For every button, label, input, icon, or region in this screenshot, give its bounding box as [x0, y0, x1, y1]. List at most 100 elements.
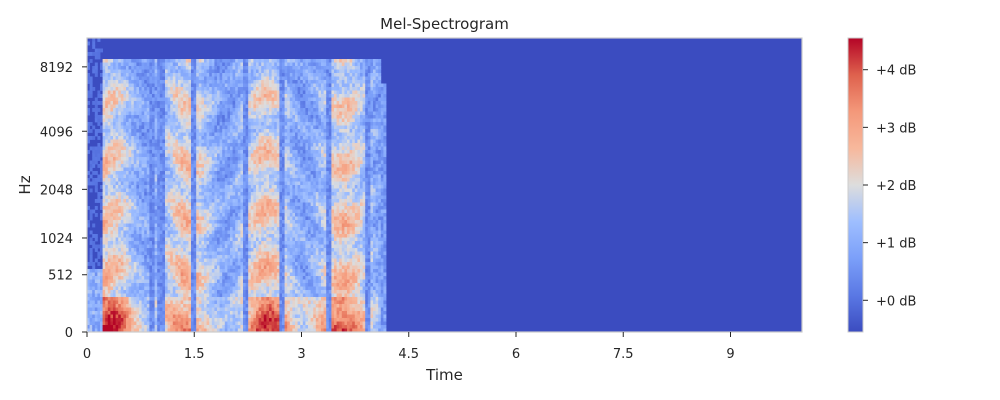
spectrogram-cell: [180, 62, 184, 67]
spectrogram-cell: [237, 251, 241, 256]
spectrogram-cell: [170, 276, 174, 280]
spectrogram-cell: [206, 304, 210, 308]
spectrogram-cell: [214, 160, 218, 165]
spectrogram-cell: [167, 297, 171, 301]
spectrogram-cell: [152, 188, 155, 193]
spectrogram-cell: [243, 143, 246, 147]
spectrogram-cell: [131, 304, 135, 308]
spectrogram-cell: [146, 251, 150, 256]
spectrogram-cell: [105, 300, 109, 305]
spectrogram-cell: [178, 199, 181, 203]
spectrogram-cell: [230, 136, 233, 140]
spectrogram-cell: [222, 325, 226, 329]
spectrogram-cell: [250, 136, 254, 140]
spectrogram-cell: [128, 311, 132, 315]
spectrogram-cell: [201, 297, 205, 301]
spectrogram-cell: [105, 90, 109, 95]
spectrogram-cell: [141, 279, 145, 284]
spectrogram-cell: [224, 314, 228, 319]
spectrogram-cell: [253, 160, 257, 165]
spectrogram-cell: [167, 87, 171, 91]
spectrogram-cell: [172, 111, 176, 116]
spectrogram-cell: [141, 241, 145, 245]
spectrogram-cell: [157, 307, 161, 312]
spectrogram-cell: [219, 129, 223, 133]
spectrogram-cell: [245, 164, 249, 168]
spectrogram-cell: [159, 143, 163, 147]
spectrogram-cell: [94, 150, 98, 154]
spectrogram-cell: [256, 118, 259, 123]
spectrogram-cell: [172, 181, 176, 186]
spectrogram-cell: [224, 188, 228, 193]
spectrogram-cell: [214, 192, 218, 196]
spectrogram-cell: [240, 153, 244, 158]
spectrogram-cell: [175, 300, 179, 305]
spectrogram-cell: [126, 230, 129, 235]
spectrogram-cell: [222, 97, 226, 102]
spectrogram-cell: [211, 94, 215, 98]
spectrogram-cell: [209, 111, 213, 116]
spectrogram-cell: [201, 178, 205, 182]
spectrogram-cell: [128, 251, 132, 256]
spectrogram-cell: [217, 80, 220, 84]
spectrogram-cell: [175, 216, 179, 221]
spectrogram-cell: [232, 314, 236, 319]
spectrogram-cell: [170, 304, 174, 308]
spectrogram-cell: [224, 125, 228, 130]
spectrogram-cell: [235, 167, 239, 172]
spectrogram-cell: [196, 125, 200, 130]
spectrogram-cell: [198, 318, 202, 322]
spectrogram-cell: [180, 178, 184, 182]
spectrogram-cell: [224, 97, 228, 102]
spectrogram-cell: [131, 143, 135, 147]
spectrogram-cell: [152, 132, 155, 137]
spectrogram-cell: [146, 108, 150, 112]
spectrogram-cell: [113, 90, 116, 95]
spectrogram-cell: [256, 164, 259, 168]
spectrogram-cell: [105, 76, 109, 81]
spectrogram-cell: [126, 122, 129, 126]
spectrogram-cell: [217, 269, 220, 273]
spectrogram-cell: [178, 244, 181, 249]
spectrogram-cell: [94, 300, 98, 305]
spectrogram-cell: [152, 185, 155, 189]
spectrogram-cell: [92, 164, 96, 168]
spectrogram-cell: [136, 318, 140, 322]
spectrogram-cell: [258, 150, 262, 154]
spectrogram-cell: [222, 132, 226, 137]
spectrogram-cell: [188, 216, 192, 221]
spectrogram-cell: [250, 160, 254, 165]
spectrogram-cell: [128, 293, 132, 298]
spectrogram-cell: [224, 276, 228, 280]
spectrogram-cell: [178, 272, 181, 277]
spectrogram-cell: [102, 258, 106, 263]
spectrogram-cell: [126, 129, 129, 133]
spectrogram-cell: [209, 94, 213, 98]
spectrogram-cell: [120, 188, 124, 193]
spectrogram-cell: [100, 318, 103, 322]
spectrogram-cell: [154, 297, 158, 301]
spectrogram-cell: [211, 234, 215, 238]
spectrogram-cell: [113, 311, 116, 315]
spectrogram-cell: [193, 255, 197, 259]
spectrogram-cell: [250, 73, 254, 77]
spectrogram-cell: [248, 115, 252, 119]
spectrogram-cell: [253, 202, 257, 207]
spectrogram-cell: [248, 167, 252, 172]
spectrogram-cell: [240, 272, 244, 277]
spectrogram-cell: [144, 146, 148, 151]
spectrogram-cell: [165, 101, 168, 105]
spectrogram-cell: [175, 94, 179, 98]
spectrogram-cell: [146, 59, 150, 63]
spectrogram-cell: [209, 90, 213, 95]
spectrogram-cell: [146, 178, 150, 182]
spectrogram-cell: [170, 171, 174, 175]
spectrogram-cell: [139, 87, 142, 91]
spectrogram-cell: [149, 167, 153, 172]
spectrogram-cell: [110, 132, 114, 137]
spectrogram-cell: [102, 62, 106, 67]
spectrogram-cell: [159, 160, 163, 165]
spectrogram-cell: [232, 97, 236, 102]
spectrogram-cell: [211, 269, 215, 273]
spectrogram-cell: [159, 69, 163, 74]
